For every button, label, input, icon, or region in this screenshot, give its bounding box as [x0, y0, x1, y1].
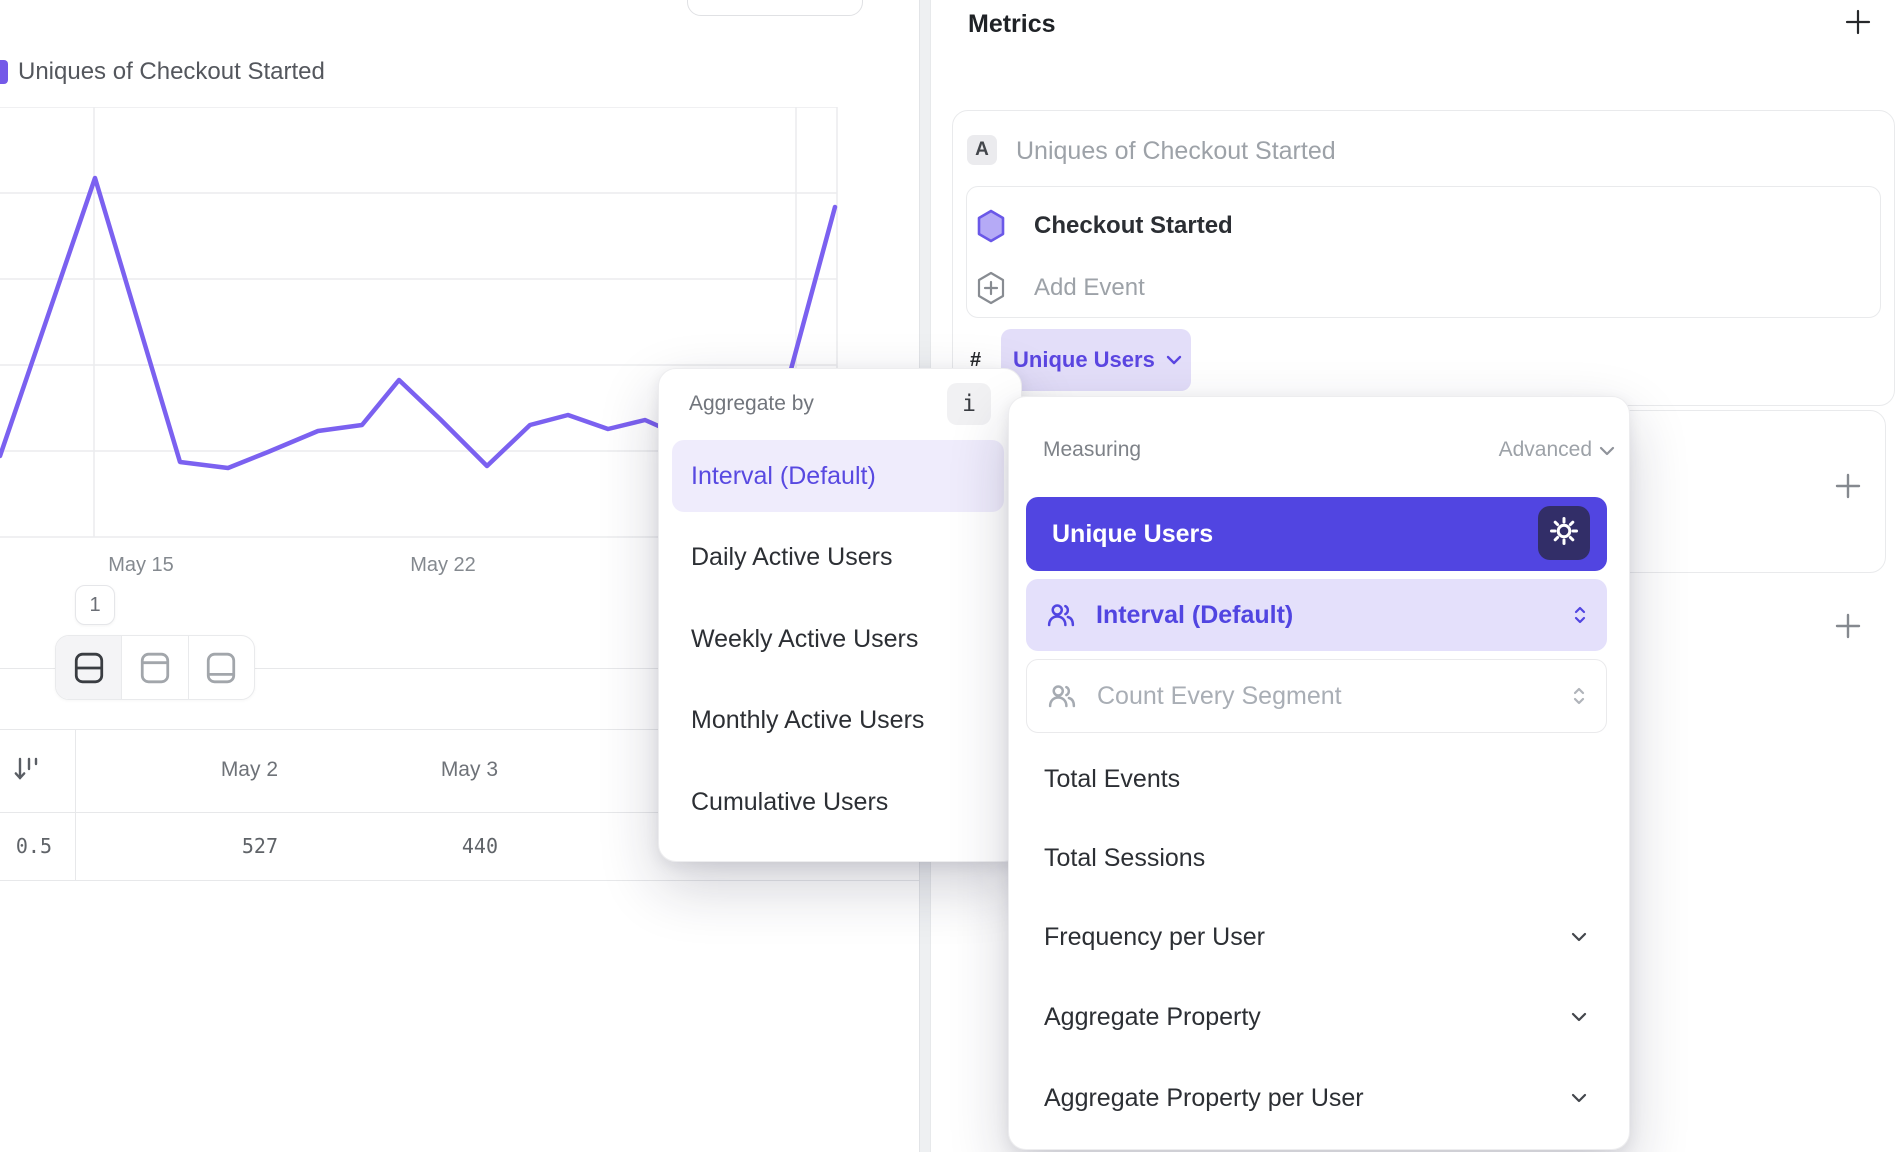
- metrics-section-title: Metrics: [968, 10, 1056, 38]
- measuring-option-aggregate-property-per-user[interactable]: Aggregate Property per User: [1026, 1070, 1607, 1126]
- measuring-option-label: Aggregate Property: [1044, 1002, 1261, 1031]
- measuring-option-aggregate-property[interactable]: Aggregate Property: [1026, 989, 1607, 1045]
- advanced-mode-toggle[interactable]: Advanced: [1440, 438, 1592, 462]
- layout-split-horizontal-button[interactable]: [56, 636, 123, 699]
- plus-icon: [1833, 611, 1863, 646]
- layout-split-horizontal-icon: [72, 651, 106, 685]
- plus-icon: [1843, 7, 1873, 42]
- table-cell-may-2: 527: [241, 834, 278, 858]
- measuring-option-total-events[interactable]: Total Events: [1026, 751, 1607, 807]
- users-icon: [1046, 600, 1076, 630]
- layout-toggle-group: [55, 635, 255, 700]
- measuring-option-frequency-per-user[interactable]: Frequency per User: [1026, 909, 1607, 965]
- measuring-selected-label: Unique Users: [1052, 519, 1214, 548]
- aggregate-option-daily-active-users[interactable]: Daily Active Users: [691, 542, 893, 571]
- table-row-border: [0, 880, 919, 881]
- add-metric-button[interactable]: [1843, 9, 1873, 39]
- x-axis-tick-may-22: May 22: [410, 554, 476, 576]
- chevrons-up-down-icon: [1570, 684, 1588, 708]
- chevron-down-icon: [1165, 353, 1183, 367]
- metric-letter-badge: A: [967, 135, 997, 165]
- gear-icon: [1548, 515, 1580, 552]
- metric-name-input[interactable]: Uniques of Checkout Started: [1016, 137, 1336, 165]
- info-button[interactable]: i: [947, 383, 991, 425]
- count-every-segment-select[interactable]: Count Every Segment: [1026, 659, 1607, 733]
- measuring-option-unique-users-selected[interactable]: Unique Users: [1026, 497, 1607, 571]
- add-event-button[interactable]: Add Event: [1034, 274, 1145, 301]
- info-icon: i: [962, 391, 976, 417]
- table-header-may-2: May 2: [220, 758, 278, 781]
- aggregate-option-interval-selected[interactable]: [672, 440, 1004, 512]
- event-row-checkout-started[interactable]: Checkout Started: [1034, 212, 1233, 239]
- toolbar-button-partial[interactable]: [687, 0, 863, 16]
- table-column-divider: [75, 729, 76, 880]
- measuring-title: Measuring: [1043, 438, 1142, 461]
- table-cell-may-3: 440: [461, 834, 498, 858]
- measuring-option-total-sessions[interactable]: Total Sessions: [1026, 830, 1607, 886]
- measurement-chip-unique-users[interactable]: Unique Users: [1001, 329, 1191, 391]
- add-filter-button[interactable]: [1833, 473, 1863, 503]
- advanced-label: Advanced: [1498, 438, 1592, 461]
- interval-select-label: Interval (Default): [1096, 600, 1294, 629]
- add-event-hexagon-icon: [976, 271, 1006, 305]
- chevron-down-icon: [1569, 930, 1589, 944]
- event-list-card: [966, 186, 1881, 318]
- interval-select[interactable]: Interval (Default): [1026, 579, 1607, 651]
- legend-color-pill: [0, 60, 8, 84]
- table-sort-button[interactable]: [12, 756, 42, 786]
- users-icon: [1047, 681, 1077, 711]
- aggregate-option-weekly-active-users[interactable]: Weekly Active Users: [691, 624, 919, 653]
- chevron-down-icon: [1569, 1010, 1589, 1024]
- measurement-chip-label: Unique Users: [1013, 347, 1155, 372]
- hash-icon: #: [970, 349, 982, 371]
- x-axis-tick-may-15: May 15: [108, 554, 174, 576]
- sort-descending-icon: [12, 754, 42, 789]
- aggregate-option-label: Interval (Default): [691, 462, 876, 490]
- aggregate-option-monthly-active-users[interactable]: Monthly Active Users: [691, 705, 925, 734]
- aggregate-by-title: Aggregate by: [689, 392, 814, 415]
- chart-table-divider: [0, 668, 919, 669]
- aggregate-option-cumulative-users[interactable]: Cumulative Users: [691, 787, 889, 816]
- chart-legend-label: Uniques of Checkout Started: [18, 58, 325, 85]
- table-top-border: [0, 729, 919, 730]
- measuring-option-label: Aggregate Property per User: [1044, 1083, 1364, 1112]
- count-every-segment-label: Count Every Segment: [1097, 681, 1342, 710]
- chevron-down-icon: [1569, 1091, 1589, 1105]
- table-row-label: 0.5: [15, 834, 52, 858]
- add-breakdown-button[interactable]: [1833, 613, 1863, 643]
- measuring-option-label: Frequency per User: [1044, 922, 1265, 951]
- measuring-option-label: Total Sessions: [1044, 843, 1206, 872]
- chevrons-up-down-icon: [1571, 603, 1589, 627]
- table-header-may-3: May 3: [440, 758, 498, 781]
- pagination-page-button[interactable]: 1: [75, 585, 115, 625]
- layout-header-top-button[interactable]: [122, 636, 189, 699]
- layout-header-top-icon: [138, 651, 172, 685]
- event-hexagon-icon: [976, 209, 1006, 243]
- plus-icon: [1833, 471, 1863, 506]
- table-header-border: [0, 812, 919, 813]
- measuring-option-label: Total Events: [1044, 764, 1181, 793]
- chevron-down-icon: [1598, 444, 1616, 458]
- layout-footer-bottom-icon: [204, 651, 238, 685]
- layout-footer-bottom-button[interactable]: [189, 636, 254, 699]
- unique-users-settings-button[interactable]: [1538, 506, 1590, 560]
